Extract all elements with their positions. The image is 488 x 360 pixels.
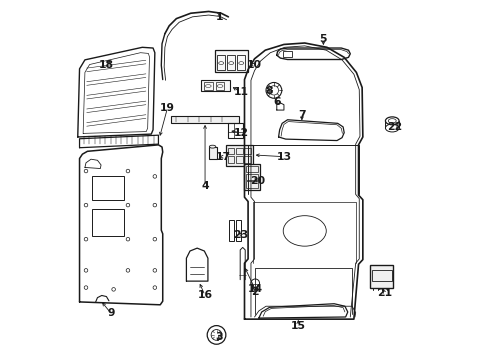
Bar bbox=[92, 176, 124, 200]
Bar bbox=[237, 55, 244, 69]
Text: 19: 19 bbox=[160, 103, 175, 113]
Bar bbox=[244, 164, 260, 190]
Bar bbox=[201, 80, 230, 91]
Text: 9: 9 bbox=[107, 309, 115, 318]
Bar bbox=[245, 166, 258, 172]
Bar bbox=[253, 284, 257, 289]
Text: 1: 1 bbox=[215, 12, 223, 22]
Text: 14: 14 bbox=[247, 284, 262, 294]
Bar bbox=[215, 50, 247, 72]
Bar bbox=[244, 148, 250, 154]
Text: 15: 15 bbox=[290, 321, 305, 331]
Text: 16: 16 bbox=[197, 291, 212, 301]
Text: 10: 10 bbox=[246, 60, 262, 70]
Bar bbox=[228, 123, 242, 138]
Bar bbox=[92, 209, 124, 235]
Bar bbox=[371, 270, 391, 281]
Bar bbox=[225, 145, 252, 166]
Bar bbox=[227, 156, 234, 163]
Text: 17: 17 bbox=[215, 152, 230, 162]
Text: 12: 12 bbox=[233, 128, 248, 138]
Text: 3: 3 bbox=[215, 332, 223, 342]
Bar bbox=[245, 181, 258, 188]
Text: 4: 4 bbox=[201, 181, 208, 192]
Bar bbox=[244, 156, 250, 163]
Bar bbox=[283, 51, 292, 57]
Bar bbox=[217, 55, 224, 69]
Text: 5: 5 bbox=[319, 35, 326, 44]
Bar bbox=[236, 156, 242, 163]
Bar bbox=[227, 55, 235, 69]
Text: 23: 23 bbox=[233, 230, 248, 239]
Text: 13: 13 bbox=[276, 152, 291, 162]
Bar bbox=[236, 148, 242, 154]
Bar bbox=[171, 116, 239, 123]
Text: 2: 2 bbox=[251, 287, 259, 297]
Bar bbox=[229, 220, 234, 241]
Bar bbox=[245, 174, 258, 180]
Text: 11: 11 bbox=[233, 87, 248, 97]
Text: 22: 22 bbox=[386, 122, 401, 132]
Text: 18: 18 bbox=[99, 60, 114, 70]
Text: 6: 6 bbox=[272, 97, 280, 107]
Text: 8: 8 bbox=[264, 86, 272, 96]
Bar bbox=[369, 265, 392, 288]
Bar bbox=[227, 148, 234, 154]
Text: 7: 7 bbox=[298, 111, 305, 121]
Bar bbox=[235, 220, 241, 241]
Bar bbox=[208, 147, 216, 159]
Bar bbox=[203, 82, 212, 90]
Text: 21: 21 bbox=[377, 288, 392, 298]
Bar bbox=[215, 82, 224, 90]
Text: 20: 20 bbox=[250, 176, 265, 186]
Ellipse shape bbox=[209, 145, 215, 148]
